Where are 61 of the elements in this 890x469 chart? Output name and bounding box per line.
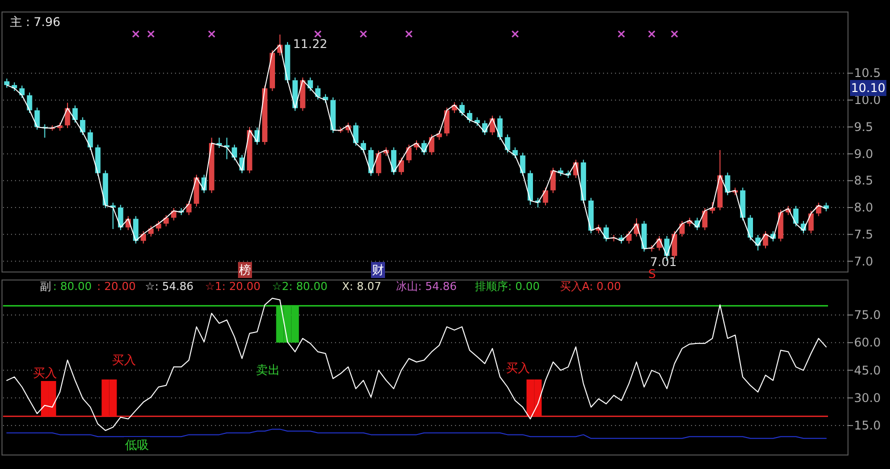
candlestick <box>34 107 40 130</box>
annotation: : 20.00 <box>97 280 136 293</box>
annotation: 买入 <box>506 361 530 375</box>
annotation: 11.22 <box>293 37 328 51</box>
annotation: 副 <box>40 280 51 293</box>
annotation: 低吸 <box>125 438 149 452</box>
annotation: : 80.00 <box>53 280 92 293</box>
annotation: ☆1: 20.00 <box>205 280 261 293</box>
y-tick-label: 9.0 <box>854 146 874 161</box>
annotation: X: 8.07 <box>342 280 382 293</box>
y-tick-label: 45.0 <box>854 363 881 378</box>
candlestick <box>224 137 230 160</box>
annotation: ☆: 54.86 <box>145 280 194 293</box>
y-tick-label: 9.5 <box>854 120 874 134</box>
annotation: 卖出 <box>256 363 280 377</box>
y-tick-label: 75.0 <box>854 308 881 322</box>
annotation: 财 <box>372 263 384 277</box>
y-tick-label: 30.0 <box>854 390 881 405</box>
candlestick <box>702 208 708 231</box>
text: 10.10 <box>851 81 886 95</box>
line-series <box>6 428 827 439</box>
annotation: 冰山: 54.86 <box>396 280 457 293</box>
annotation: 买入 <box>33 366 57 380</box>
candlestick <box>353 122 358 146</box>
candlestick <box>80 116 86 136</box>
candlestick <box>118 204 124 231</box>
y-tick-label: 15.0 <box>854 418 881 433</box>
candlestick <box>444 107 450 137</box>
candlestick <box>398 157 404 176</box>
candlestick <box>520 152 526 176</box>
y-tick-label: 8.0 <box>854 200 874 215</box>
candlestick <box>163 214 169 227</box>
annotation: 排顺序: 0.00 <box>475 280 540 293</box>
y-tick-label: 10.5 <box>854 66 881 80</box>
candlestick <box>793 205 799 227</box>
candlestick <box>4 78 10 88</box>
candlestick <box>429 134 434 156</box>
annotation: S <box>648 267 656 281</box>
line-series <box>6 298 827 431</box>
candlestick <box>140 230 146 244</box>
candlestick <box>512 146 518 159</box>
y-tick-label: 7.5 <box>854 227 874 242</box>
annotation: 买入 <box>112 353 136 367</box>
candlestick <box>315 85 321 100</box>
annotation: 7.01 <box>650 255 677 269</box>
annotation: ☆2: 80.00 <box>272 280 328 293</box>
y-tick-label: 60.0 <box>854 336 881 350</box>
annotation: 买入A: 0.00 <box>560 280 622 293</box>
annotation: 榜 <box>239 263 251 277</box>
candlestick <box>186 200 192 216</box>
candlestick <box>748 214 753 241</box>
candlestick <box>88 129 93 151</box>
y-tick-label: 8.5 <box>854 174 874 188</box>
candlestick <box>391 146 396 176</box>
candlestick <box>360 140 366 154</box>
candlestick <box>133 216 138 244</box>
annotation: 主 : 7.96 <box>10 15 60 29</box>
y-tick-label: 7.0 <box>854 254 874 268</box>
candlestick <box>308 77 313 92</box>
candlestick <box>604 224 609 242</box>
candlestick <box>466 110 472 124</box>
